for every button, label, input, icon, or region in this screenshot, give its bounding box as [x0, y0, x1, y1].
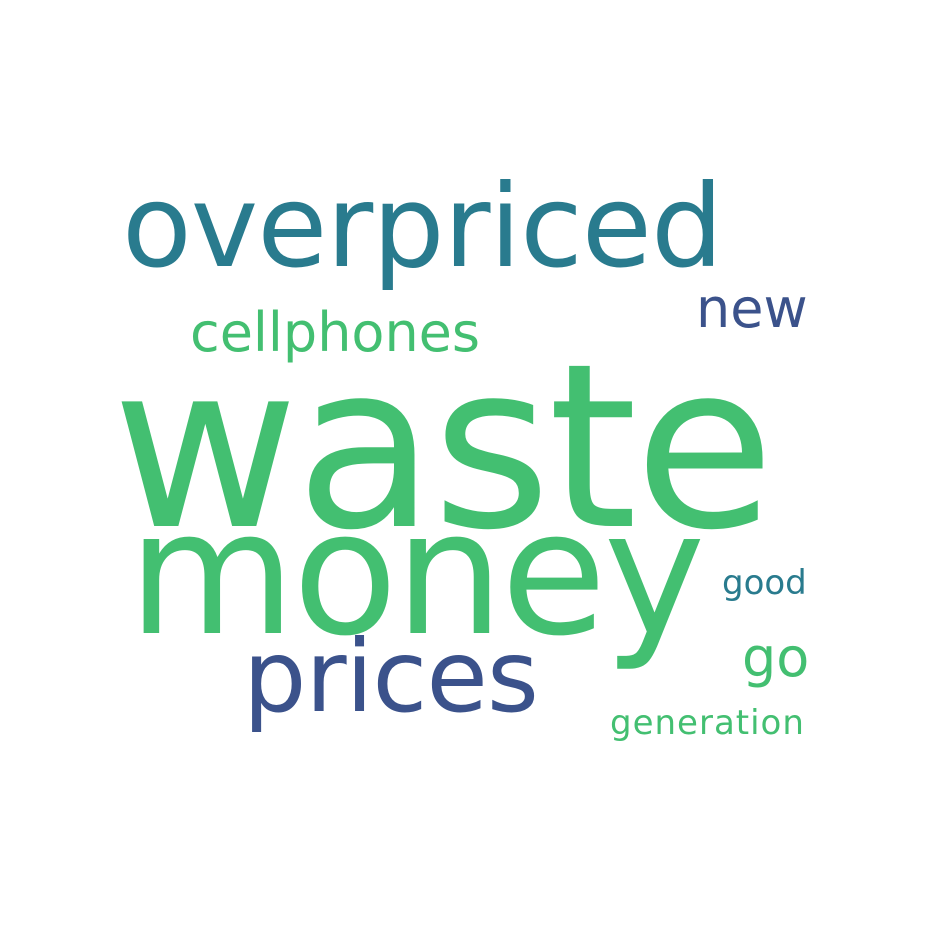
word-good: good	[722, 563, 807, 603]
word-overpriced: overpriced	[122, 160, 723, 293]
word-cellphones: cellphones	[190, 301, 481, 364]
word-generation: generation	[610, 703, 805, 743]
word-waste: waste	[112, 314, 775, 580]
word-go: go	[742, 626, 810, 689]
word-money: money	[128, 473, 705, 674]
word-new: new	[696, 277, 808, 340]
word-prices: prices	[243, 618, 539, 735]
